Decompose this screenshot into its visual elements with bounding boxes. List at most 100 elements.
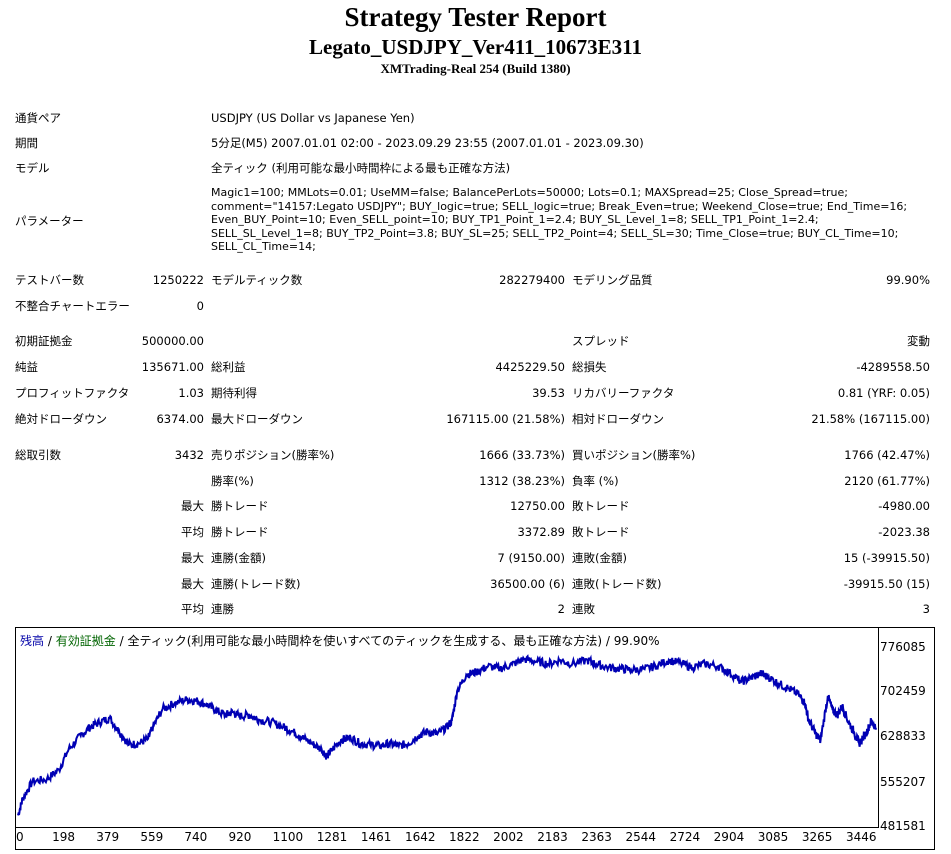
x-tick-label: 1100: [272, 830, 304, 844]
net-value: 135671.00: [141, 360, 204, 374]
average-word: 平均: [181, 525, 204, 539]
x-tick-label: 2544: [625, 830, 657, 844]
gross-profit-label: 総利益: [211, 360, 246, 374]
x-tick-label: 3446: [846, 830, 877, 844]
rel-dd-label: 相対ドローダウン: [572, 412, 664, 426]
max-dd-label: 最大ドローダウン: [211, 412, 303, 426]
largest-win-label: 勝トレード: [211, 499, 269, 513]
spread-value: 変動: [907, 334, 930, 348]
largest-win-value: 12750.00: [510, 499, 565, 513]
avg-cons-word: 平均: [181, 602, 204, 616]
recovery-label: リカバリーファクタ: [572, 386, 675, 400]
legend-quality: 99.90%: [613, 634, 660, 648]
long-value: 1766 (42.47%): [844, 448, 930, 462]
expected-value: 39.53: [532, 386, 565, 400]
model-value: 全ティック (利用可能な最小時間枠による最も正確な方法): [211, 161, 511, 175]
chart-plot-area: [16, 628, 879, 828]
avg-win-value: 3372.89: [517, 525, 565, 539]
quality-value: 99.90%: [886, 273, 930, 287]
params-value: Magic1=100; MMLots=0.01; UseMM=false; Ba…: [211, 186, 908, 254]
win-rate-value: 1312 (38.23%): [479, 474, 565, 488]
x-tick-label: 559: [140, 830, 164, 844]
max-cons-loss-amt-label: 連敗(金額): [572, 551, 627, 565]
largest-loss-label: 敗トレード: [572, 499, 630, 513]
largest-loss-value: -4980.00: [878, 499, 930, 513]
y-tick-label: 776085: [880, 640, 926, 654]
short-value: 1666 (33.73%): [479, 448, 565, 462]
mismatch-value: 0: [196, 299, 204, 313]
symbol-value: USDJPY (US Dollar vs Japanese Yen): [211, 111, 415, 125]
legend-model: 全ティック(利用可能な最小時間枠を使いすべてのティックを生成する、最も正確な方法…: [127, 634, 603, 648]
win-rate-label: 勝率(%): [211, 474, 254, 488]
bars-label: テストバー数: [15, 273, 84, 287]
loss-rate-label: 負率 (%): [572, 474, 619, 488]
legend-sep-3: /: [605, 634, 610, 648]
recovery-value: 0.81 (YRF: 0.05): [837, 386, 930, 400]
abs-dd-label: 絶対ドローダウン: [15, 412, 107, 426]
x-tick-label: 2183: [537, 830, 568, 844]
x-tick-label: 920: [228, 830, 252, 844]
y-tick-label: 555207: [880, 775, 926, 789]
avg-cons-loss-value: 3: [922, 602, 930, 616]
expected-label: 期待利得: [211, 386, 257, 400]
quality-label: モデリング品質: [572, 273, 653, 287]
largest-word: 最大: [181, 499, 204, 513]
chart-legend: 残高 / 有効証拠金 / 全ティック(利用可能な最小時間枠を使いすべてのティック…: [20, 632, 660, 649]
y-tick-label: 702459: [880, 684, 926, 698]
x-tick-label: 1281: [316, 830, 348, 844]
avg-cons-loss-label: 連敗: [572, 602, 595, 616]
x-tick-label: 3265: [801, 830, 833, 844]
max-cons-win-cnt-label: 連勝(トレード数): [211, 577, 301, 591]
net-label: 純益: [15, 360, 38, 374]
deposit-label: 初期証拠金: [15, 334, 73, 348]
report-title: Strategy Tester Report: [344, 2, 607, 32]
symbol-label: 通貨ペア: [15, 111, 61, 125]
x-tick-label: 2724: [669, 830, 701, 844]
gross-profit-value: 4425229.50: [495, 360, 565, 374]
max-cons-win-cnt-value: 36500.00 (6): [490, 577, 565, 591]
max-cons-loss-amt-value: 15 (-39915.50): [843, 551, 930, 565]
gross-loss-value: -4289558.50: [856, 360, 930, 374]
avg-loss-label: 敗トレード: [572, 525, 630, 539]
x-tick-label: 198: [52, 830, 75, 844]
max-cons-loss-cnt-value: -39915.50 (15): [843, 577, 930, 591]
legend-equity: 有効証拠金: [55, 634, 116, 648]
y-tick-label: 481581: [880, 819, 926, 833]
legend-sep-2: /: [119, 634, 124, 648]
total-trades-label: 総取引数: [15, 448, 61, 462]
spread-label: スプレッド: [572, 334, 630, 348]
balance-chart: 残高 / 有効証拠金 / 全ティック(利用可能な最小時間枠を使いすべてのティック…: [15, 627, 935, 850]
x-tick-label: 1822: [449, 830, 480, 844]
rel-dd-value: 21.58% (167115.00): [811, 412, 930, 426]
total-trades-value: 3432: [174, 448, 204, 462]
max-dd-value: 167115.00 (21.58%): [446, 412, 565, 426]
x-tick-label: 2363: [581, 830, 612, 844]
loss-rate-value: 2120 (61.77%): [844, 474, 930, 488]
period-value: 5分足(M5) 2007.01.01 02:00 - 2023.09.29 23…: [211, 136, 644, 150]
max-cons-amt-word: 最大: [181, 551, 204, 565]
server-info: XMTrading-Real 254 (Build 1380): [380, 61, 571, 76]
gross-loss-label: 総損失: [572, 360, 607, 374]
legend-balance: 残高: [20, 634, 45, 648]
avg-cons-win-value: 2: [557, 602, 565, 616]
pf-label: プロフィットファクタ: [15, 386, 130, 400]
bars-value: 1250222: [152, 273, 204, 287]
x-tick-label: 379: [96, 830, 120, 844]
max-cons-loss-cnt-label: 連敗(トレード数): [572, 577, 662, 591]
ea-name: Legato_USDJPY_Ver411_10673E311: [309, 35, 642, 59]
avg-cons-win-label: 連勝: [211, 602, 234, 616]
deposit-value: 500000.00: [141, 334, 204, 348]
x-tick-label: 2002: [493, 830, 524, 844]
abs-dd-value: 6374.00: [156, 412, 204, 426]
period-label: 期間: [15, 136, 38, 150]
max-cons-win-amt-value: 7 (9150.00): [497, 551, 565, 565]
x-tick-label: 740: [184, 830, 208, 844]
ticks-value: 282279400: [499, 273, 565, 287]
x-tick-label: 3085: [757, 830, 789, 844]
x-tick-label: 1461: [360, 830, 392, 844]
params-label: パラメーター: [15, 214, 84, 228]
legend-sep-1: /: [47, 634, 52, 648]
mismatch-label: 不整合チャートエラー: [15, 299, 130, 313]
avg-win-label: 勝トレード: [211, 525, 269, 539]
balance-line-svg: [17, 654, 877, 816]
